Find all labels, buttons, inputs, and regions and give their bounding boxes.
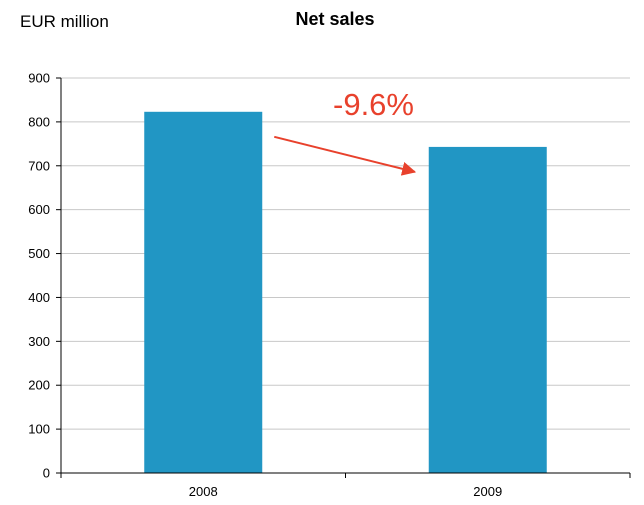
y-tick-label: 300 <box>28 334 50 349</box>
x-tick-label: 2008 <box>189 484 218 499</box>
y-tick-label: 900 <box>28 71 50 86</box>
bar-2009 <box>428 146 547 473</box>
y-tick-label: 200 <box>28 378 50 393</box>
y-tick-label: 600 <box>28 202 50 217</box>
y-tick-label: 800 <box>28 114 50 129</box>
bar-2008 <box>144 111 263 474</box>
y-tick-label: 700 <box>28 158 50 173</box>
change-percent-label: -9.6% <box>333 87 414 122</box>
y-tick-label: 0 <box>43 466 50 481</box>
y-tick-label: 500 <box>28 246 50 261</box>
y-tick-label: 100 <box>28 422 50 437</box>
unit-label: EUR million <box>20 12 109 31</box>
y-tick-label: 400 <box>28 290 50 305</box>
change-arrow <box>274 135 417 176</box>
chart-title: Net sales <box>295 9 375 29</box>
x-tick-label: 2009 <box>473 484 502 499</box>
